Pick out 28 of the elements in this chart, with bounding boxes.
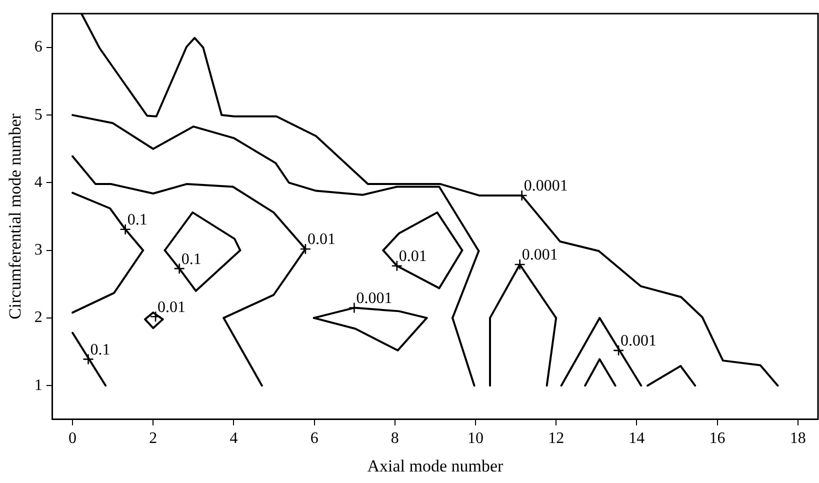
y-tick-label: 1: [34, 376, 42, 394]
annotation: 0.1: [90, 341, 110, 358]
x-axis-title: Axial mode number: [367, 456, 504, 476]
annotation: 0.01: [398, 248, 427, 266]
y-tick-label: 3: [34, 242, 42, 259]
x-tick-label: 4: [230, 430, 238, 448]
annotation: 0.1: [181, 250, 202, 268]
annotation: 0.001: [620, 332, 657, 350]
x-tick-label: 10: [467, 430, 484, 448]
annotation: 0.1: [127, 212, 148, 229]
y-tick-label: 2: [34, 309, 42, 326]
annotation: 0.0001: [524, 178, 568, 195]
x-tick-label: 6: [310, 430, 318, 448]
x-tick-label: 12: [548, 430, 564, 448]
y-tick-label: 6: [34, 38, 42, 56]
annotation: 0.01: [307, 231, 336, 248]
x-tick-label: 16: [709, 430, 726, 448]
x-tick-label: 18: [790, 430, 806, 448]
annotation: 0.01: [158, 298, 186, 316]
x-tick-label: 0: [68, 430, 77, 448]
y-tick-label: 4: [34, 174, 42, 191]
x-tick-label: 2: [149, 430, 158, 448]
x-tick-label: 8: [390, 430, 399, 448]
annotation: 0.001: [356, 290, 392, 308]
y-axis-title: Circumferential mode number: [6, 113, 25, 320]
y-tick-label: 5: [34, 106, 42, 124]
x-tick-label: 14: [628, 430, 645, 448]
annotation: 0.001: [522, 246, 558, 264]
